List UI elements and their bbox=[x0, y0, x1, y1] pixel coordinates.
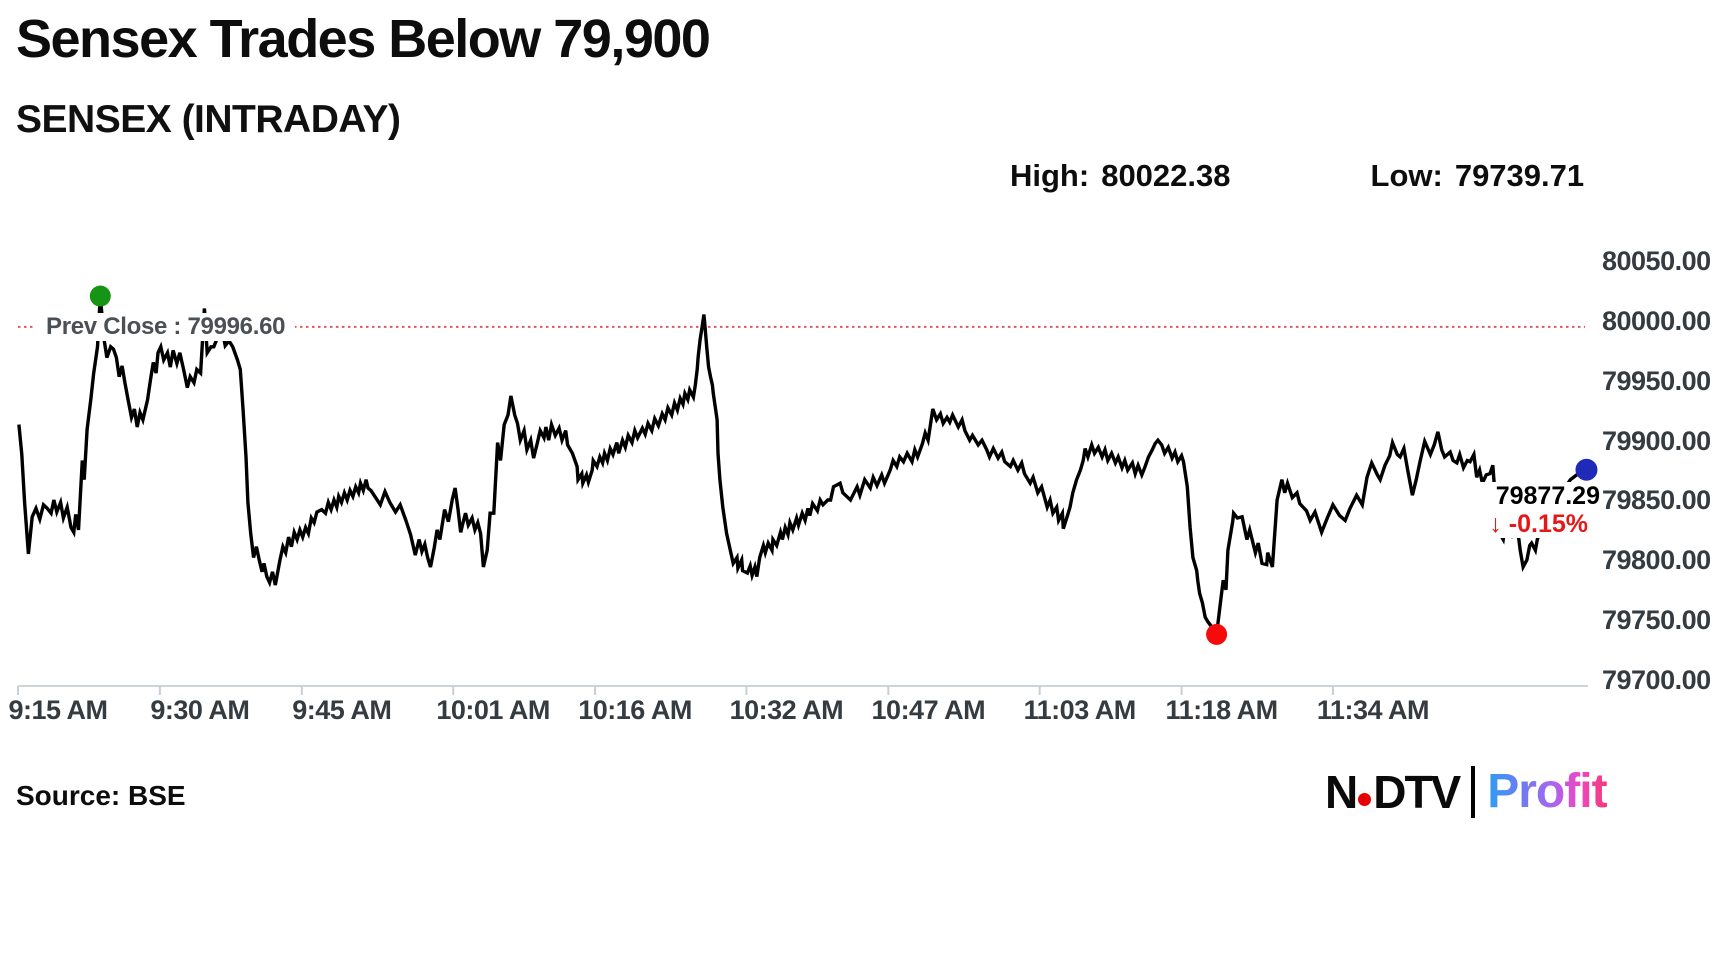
x-axis-label-6: 10:47 AM bbox=[871, 695, 986, 725]
x-axis-label-8: 11:18 AM bbox=[1165, 695, 1279, 725]
low-label: Low: bbox=[1370, 158, 1443, 193]
profit-logo: Profit bbox=[1487, 765, 1607, 818]
last-value-label: 79877.29 bbox=[1452, 482, 1600, 510]
price-line bbox=[17, 295, 1588, 640]
price-chart bbox=[17, 285, 1598, 695]
x-axis-label-7: 11:03 AM bbox=[1023, 695, 1137, 725]
high-low-stats: High: 80022.38 Low: 79739.71 bbox=[1010, 158, 1584, 194]
high-value: 80022.38 bbox=[1101, 158, 1231, 193]
x-axis-label-5: 10:32 AM bbox=[729, 695, 844, 725]
y-axis-label-1: 80000.00 bbox=[1602, 305, 1711, 336]
ndtv-red-dot-icon bbox=[1358, 793, 1372, 806]
y-axis-label-3: 79900.00 bbox=[1602, 425, 1711, 456]
page-title: Sensex Trades Below 79,900 bbox=[16, 9, 711, 69]
down-arrow-icon: ↓ bbox=[1489, 510, 1502, 538]
low-value: 79739.71 bbox=[1454, 158, 1585, 193]
y-axis-label-0: 80050.00 bbox=[1602, 246, 1711, 276]
y-axis-label-5: 79800.00 bbox=[1602, 545, 1711, 576]
ndtv-letter-n: N bbox=[1325, 766, 1358, 818]
last-change-value: -0.15% bbox=[1508, 510, 1588, 538]
logo-divider bbox=[1471, 766, 1476, 818]
ndtv-letters-dtv: DTV bbox=[1373, 766, 1461, 818]
y-axis-label-6: 79750.00 bbox=[1602, 605, 1711, 636]
x-axis-label-4: 10:16 AM bbox=[578, 695, 692, 725]
y-axis-label-7: 79700.00 bbox=[1602, 664, 1711, 695]
y-axis-label-2: 79950.00 bbox=[1602, 365, 1711, 396]
x-axis-label-9: 11:34 AM bbox=[1316, 695, 1430, 725]
high-stat: High: 80022.38 bbox=[1010, 158, 1231, 194]
chart-subtitle: SENSEX (INTRADAY) bbox=[16, 98, 401, 141]
last-change-label: ↓ -0.15% bbox=[1440, 510, 1588, 538]
x-axis-label-1: 9:30 AM bbox=[150, 695, 250, 725]
x-axis-label-0: 9:15 AM bbox=[8, 695, 108, 725]
ndtv-profit-logo: N DTV Profit bbox=[1325, 764, 1608, 820]
prev-close-label: Prev Close : 79996.60 bbox=[36, 313, 296, 341]
high-label: High: bbox=[1010, 158, 1090, 193]
last-marker-dot bbox=[1575, 458, 1598, 481]
low-marker-dot bbox=[1206, 623, 1228, 645]
low-stat: Low: 79739.71 bbox=[1371, 158, 1585, 194]
high-marker-dot bbox=[89, 285, 111, 307]
source-label: Source: BSE bbox=[16, 780, 186, 811]
x-axis-label-3: 10:01 AM bbox=[436, 695, 550, 725]
x-axis-label-2: 9:45 AM bbox=[292, 695, 392, 725]
ndtv-logo: N DTV bbox=[1325, 764, 1461, 820]
y-axis-label-4: 79850.00 bbox=[1602, 485, 1711, 516]
